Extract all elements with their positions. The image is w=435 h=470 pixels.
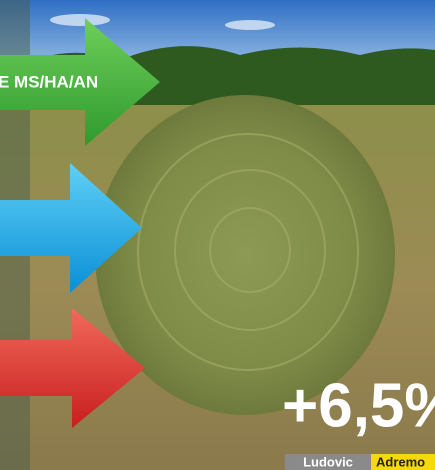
arrow-red [0,308,145,428]
headline: +6,5% [282,371,435,440]
credit-bg [285,454,371,470]
arrow-label: E MS/HA/AN [0,72,98,91]
arrow-blue [0,163,142,293]
credit-bg [371,454,435,470]
arrow-green: E MS/HA/AN [0,18,160,146]
credit-first: Ludovic [303,454,353,469]
credit-last: Adremo [376,454,425,469]
